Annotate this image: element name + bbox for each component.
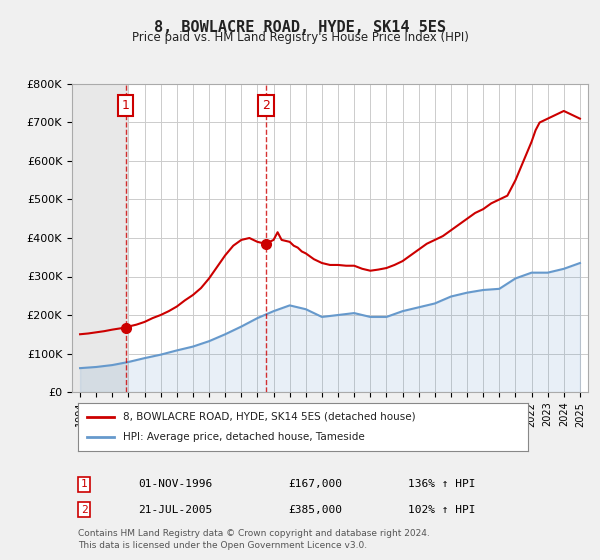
Text: 136% ↑ HPI: 136% ↑ HPI — [408, 479, 476, 489]
Text: This data is licensed under the Open Government Licence v3.0.: This data is licensed under the Open Gov… — [78, 542, 367, 550]
Text: 8, BOWLACRE ROAD, HYDE, SK14 5ES (detached house): 8, BOWLACRE ROAD, HYDE, SK14 5ES (detach… — [123, 412, 416, 422]
Text: 1: 1 — [122, 99, 130, 112]
Text: £385,000: £385,000 — [288, 505, 342, 515]
Text: Contains HM Land Registry data © Crown copyright and database right 2024.: Contains HM Land Registry data © Crown c… — [78, 529, 430, 538]
Text: 2: 2 — [262, 99, 270, 112]
Text: HPI: Average price, detached house, Tameside: HPI: Average price, detached house, Tame… — [123, 432, 365, 442]
Text: 01-NOV-1996: 01-NOV-1996 — [138, 479, 212, 489]
Text: 8, BOWLACRE ROAD, HYDE, SK14 5ES: 8, BOWLACRE ROAD, HYDE, SK14 5ES — [154, 20, 446, 35]
Text: 21-JUL-2005: 21-JUL-2005 — [138, 505, 212, 515]
Text: 1: 1 — [80, 479, 88, 489]
Text: Price paid vs. HM Land Registry's House Price Index (HPI): Price paid vs. HM Land Registry's House … — [131, 31, 469, 44]
Text: 102% ↑ HPI: 102% ↑ HPI — [408, 505, 476, 515]
Text: £167,000: £167,000 — [288, 479, 342, 489]
Bar — [72, 84, 128, 392]
Text: 2: 2 — [80, 505, 88, 515]
